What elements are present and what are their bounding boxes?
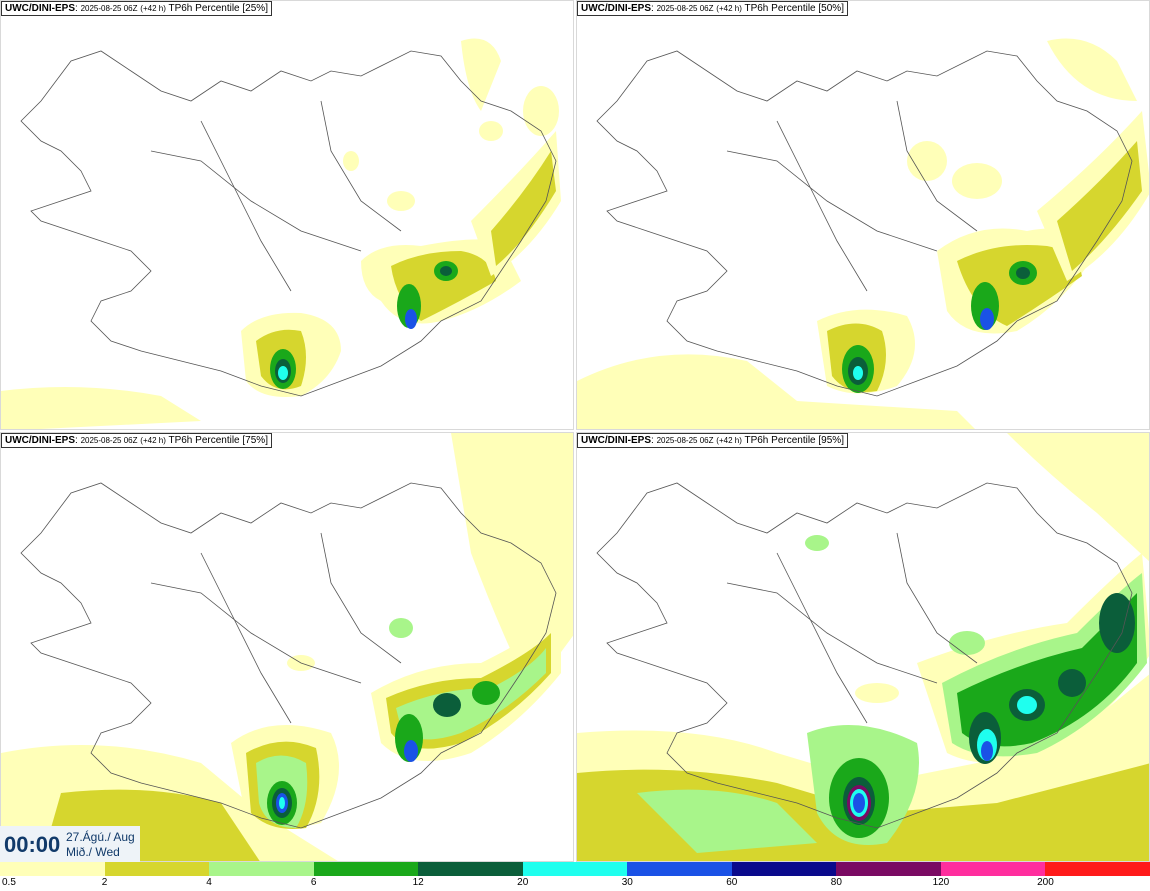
product-name: TP6h Percentile [25%] xyxy=(168,3,268,14)
valid-time-box: 00:00 27.Ágú./ Aug Mið./ Wed xyxy=(0,826,140,862)
model-name: UWC/DINI-EPS xyxy=(581,3,651,14)
colorbar-segment xyxy=(104,862,210,876)
colorbar-tick-label: 0.5 xyxy=(2,877,16,888)
colorbar-segment xyxy=(1045,862,1150,876)
colorbar-tick-label: 80 xyxy=(830,877,842,888)
panel-title: UWC/DINI-EPS: 2025-08-25 06Z (+42 h) TP6… xyxy=(1,1,272,16)
valid-time-clock: 00:00 xyxy=(4,832,61,857)
colorbar-tick-label: 12 xyxy=(412,877,424,888)
colorbar-tick-label: 30 xyxy=(621,877,633,888)
map-panel-p50: UWC/DINI-EPS: 2025-08-25 06Z (+42 h) TP6… xyxy=(576,0,1150,430)
precip-fields xyxy=(1,433,573,861)
colorbar-segment xyxy=(522,862,628,876)
precip-colorbar xyxy=(0,862,1150,876)
colorbar-segment xyxy=(836,862,941,876)
map-panel-p75: UWC/DINI-EPS: 2025-08-25 06Z (+42 h) TP6… xyxy=(0,432,574,862)
colorbar-tick-label: 4 xyxy=(206,877,212,888)
colorbar-tick-label: 6 xyxy=(310,877,317,888)
run-time: 2025-08-25 06Z xyxy=(656,436,714,445)
panel-title: UWC/DINI-EPS: 2025-08-25 06Z (+42 h) TP6… xyxy=(577,433,848,448)
lead-time: (+42 h) xyxy=(716,4,742,13)
valid-date: 27.Ágú./ Aug xyxy=(66,830,135,844)
colorbar-segment xyxy=(418,862,523,876)
precip-map xyxy=(1,433,573,861)
precip-map xyxy=(577,433,1149,861)
iceland-outline xyxy=(20,50,557,397)
colorbar-ticks: 0.5 2 4 6 12 20 30 60 80 120 200 xyxy=(0,876,1150,891)
colorbar-tick-label: 20 xyxy=(517,877,529,888)
colorbar-segment xyxy=(940,862,1046,876)
precip-fields xyxy=(577,433,1149,861)
lead-time: (+42 h) xyxy=(140,4,166,13)
precip-fields xyxy=(577,38,1149,429)
precip-fields xyxy=(1,38,561,429)
colorbar-tick-label: 200 xyxy=(1037,877,1054,888)
lead-time: (+42 h) xyxy=(140,436,166,445)
colorbar-tick-label: 60 xyxy=(726,877,738,888)
iceland-outline xyxy=(596,50,1133,397)
colorbar-segment xyxy=(0,862,105,876)
valid-weekday: Mið./ Wed xyxy=(66,845,120,859)
colorbar-tick-label: 120 xyxy=(932,877,950,888)
colorbar-segment xyxy=(313,862,419,876)
precip-map xyxy=(1,38,561,429)
model-name: UWC/DINI-EPS xyxy=(5,435,75,446)
colorbar-segment xyxy=(627,862,732,876)
colorbar-segment xyxy=(731,862,837,876)
run-time: 2025-08-25 06Z xyxy=(80,4,138,13)
precip-map xyxy=(577,38,1149,429)
iceland-outline xyxy=(20,482,557,829)
model-name: UWC/DINI-EPS xyxy=(5,3,75,14)
run-time: 2025-08-25 06Z xyxy=(80,436,138,445)
lead-time: (+42 h) xyxy=(716,436,742,445)
panel-title: UWC/DINI-EPS: 2025-08-25 06Z (+42 h) TP6… xyxy=(1,433,272,448)
product-name: TP6h Percentile [50%] xyxy=(744,3,844,14)
product-name: TP6h Percentile [95%] xyxy=(744,435,844,446)
model-name: UWC/DINI-EPS xyxy=(581,435,651,446)
map-panel-p95: UWC/DINI-EPS: 2025-08-25 06Z (+42 h) TP6… xyxy=(576,432,1150,862)
colorbar-tick-label: 2 xyxy=(101,877,108,888)
run-time: 2025-08-25 06Z xyxy=(656,4,714,13)
colorbar-segment xyxy=(209,862,314,876)
panel-title: UWC/DINI-EPS: 2025-08-25 06Z (+42 h) TP6… xyxy=(577,1,848,16)
product-name: TP6h Percentile [75%] xyxy=(168,435,268,446)
iceland-outline xyxy=(596,482,1133,829)
map-panel-p25: UWC/DINI-EPS: 2025-08-25 06Z (+42 h) TP6… xyxy=(0,0,574,430)
